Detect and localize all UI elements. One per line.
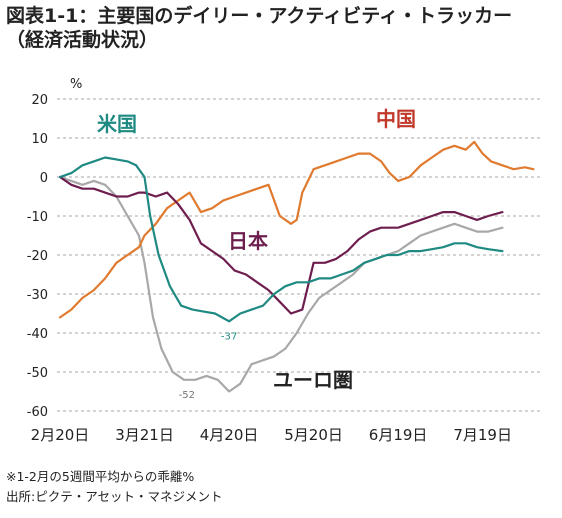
y-axis-unit: % xyxy=(70,77,82,92)
annotations: -37 -52 xyxy=(179,331,238,401)
title-line-1: 図表1-1：主要国のデイリー・アクティビティ・トラッカー xyxy=(6,5,513,27)
annotation-label: -52 xyxy=(179,390,195,401)
footnote: ※1-2月の5週間平均からの乖離% xyxy=(6,469,195,484)
x-tick-label: 2月20日 xyxy=(31,426,90,444)
series-label: 日本 xyxy=(228,229,268,253)
x-tick-label: 7月19日 xyxy=(453,426,512,444)
series-label: 米国 xyxy=(97,112,137,136)
y-tick-label: -30 xyxy=(27,288,48,303)
plot-area-background xyxy=(57,90,542,410)
x-tick-label: 3月21日 xyxy=(115,426,174,444)
x-axis-ticks: 2月20日 3月21日 4月20日 5月20日 6月19日 7月19日 xyxy=(31,426,512,444)
annotation-label: -37 xyxy=(221,331,237,342)
source-note: 出所:ピクテ・アセット・マネジメント xyxy=(6,489,223,504)
y-tick-label: -20 xyxy=(27,249,48,264)
series-line-3 xyxy=(58,175,504,393)
x-tick-label: 6月19日 xyxy=(369,426,428,444)
title-line-2: （経済活動状況） xyxy=(6,29,159,51)
chart-title: 図表1-1：主要国のデイリー・アクティビティ・トラッカー （経済活動状況） xyxy=(6,4,512,52)
series-label: ユーロ圏 xyxy=(273,368,353,392)
x-tick-label: 5月20日 xyxy=(284,426,343,444)
y-tick-label: -60 xyxy=(27,405,48,420)
y-tick-label: -10 xyxy=(27,210,48,225)
x-tick-label: 4月20日 xyxy=(200,426,259,444)
y-tick-label: 20 xyxy=(31,93,48,108)
y-tick-label: 10 xyxy=(31,132,48,147)
series-line-2 xyxy=(58,175,504,315)
grid-lines xyxy=(57,98,542,412)
y-axis-ticks: 20 10 0 -10 -20 -30 -40 -50 -60 xyxy=(27,93,48,420)
y-tick-label: 0 xyxy=(40,171,48,186)
y-tick-label: -50 xyxy=(27,366,48,381)
series-label: 中国 xyxy=(376,107,416,131)
series-line-0 xyxy=(58,156,504,323)
series-line-1 xyxy=(58,140,535,319)
y-tick-label: -40 xyxy=(27,327,48,342)
